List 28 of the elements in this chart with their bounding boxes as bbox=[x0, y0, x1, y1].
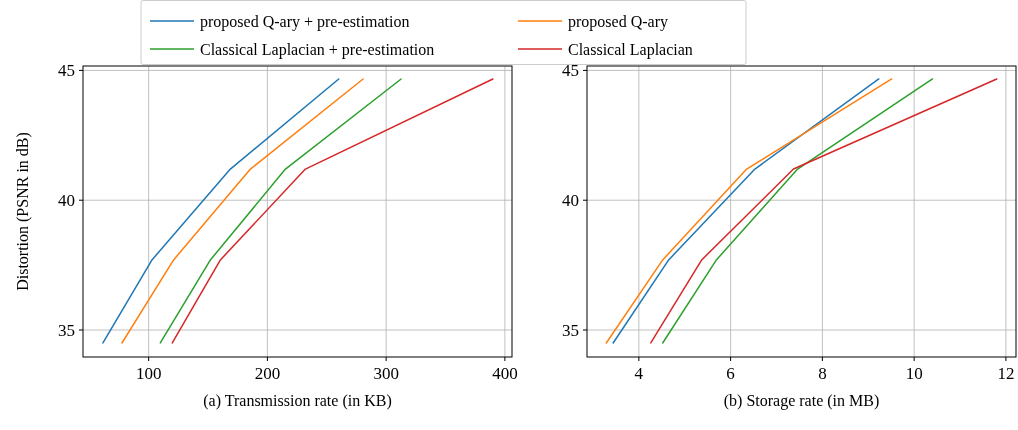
legend-label: proposed Q-ary + pre-estimation bbox=[200, 13, 410, 31]
x-tick-label: 4 bbox=[634, 364, 644, 383]
x-tick-label: 200 bbox=[254, 364, 281, 383]
x-tick-label: 100 bbox=[135, 364, 162, 383]
y-tick-label: 40 bbox=[562, 191, 579, 211]
x-tick-label: 300 bbox=[373, 364, 399, 383]
legend-label: Classical Laplacian bbox=[568, 41, 693, 59]
y-axis-title: Distortion (PSNR in dB) bbox=[14, 132, 32, 291]
x-tick-label: 6 bbox=[726, 364, 735, 383]
y-tick-label: 35 bbox=[562, 321, 579, 340]
line-series bbox=[159, 78, 402, 344]
line-series bbox=[171, 78, 494, 344]
x-axis-title: (b) Storage rate (in MB) bbox=[723, 392, 880, 410]
line-series bbox=[121, 78, 364, 344]
y-tick-label: 40 bbox=[58, 191, 75, 211]
x-axis-title: (a) Transmission rate (in KB) bbox=[203, 392, 392, 410]
x-tick-label: 400 bbox=[492, 364, 518, 383]
line-series bbox=[102, 78, 340, 344]
legend-label: Classical Laplacian + pre-estimation bbox=[200, 41, 435, 59]
line-series bbox=[650, 78, 998, 344]
x-tick-label: 10 bbox=[905, 364, 923, 383]
legend-label: proposed Q-ary bbox=[568, 13, 668, 31]
line-series bbox=[661, 78, 934, 344]
y-tick-label: 45 bbox=[58, 61, 75, 81]
x-tick-label: 12 bbox=[997, 364, 1015, 383]
x-tick-label: 8 bbox=[818, 364, 827, 383]
y-tick-label: 35 bbox=[58, 321, 75, 340]
y-tick-label: 45 bbox=[562, 61, 579, 81]
